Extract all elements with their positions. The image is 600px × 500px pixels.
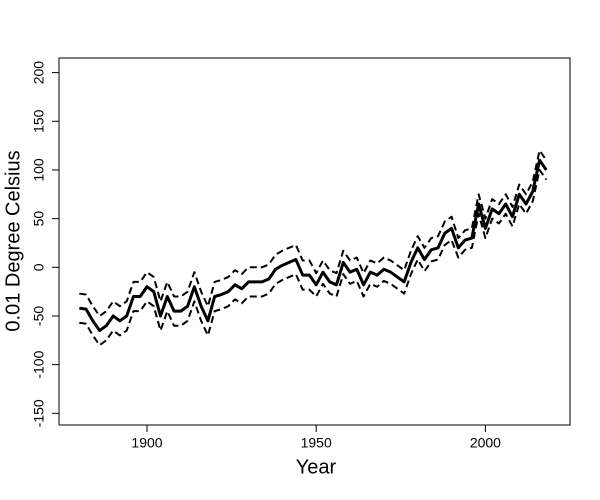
y-tick-label: 200 [31, 61, 47, 85]
x-tick-label: 1950 [301, 435, 332, 451]
y-tick-label: -100 [31, 350, 47, 378]
y-tick-label: 100 [31, 158, 47, 182]
y-tick-label: -50 [31, 306, 47, 326]
x-tick-label: 1900 [131, 435, 162, 451]
mean-line [79, 158, 548, 333]
y-tick-label: 0 [31, 263, 47, 271]
y-tick-label: -150 [31, 399, 47, 427]
y-axis-label: 0.01 Degree Celsius [2, 150, 24, 331]
band-line [79, 168, 548, 347]
x-tick-label: 2000 [470, 435, 501, 451]
x-axis-label: Year [296, 456, 337, 478]
y-tick-label: 150 [31, 109, 47, 133]
plot-frame [58, 57, 571, 426]
band-line [79, 149, 548, 317]
y-tick-label: 50 [31, 211, 47, 227]
